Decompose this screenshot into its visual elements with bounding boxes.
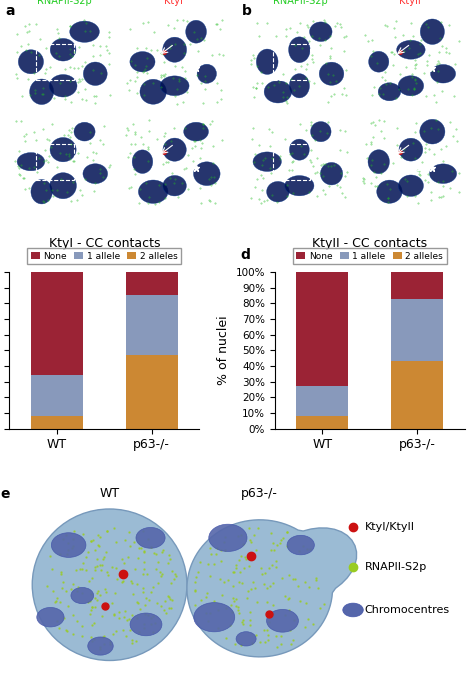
Bar xyxy=(391,361,443,429)
Ellipse shape xyxy=(138,180,168,203)
Ellipse shape xyxy=(37,608,64,627)
Text: KtyII: KtyII xyxy=(399,0,421,6)
Ellipse shape xyxy=(186,21,207,43)
Text: WT: WT xyxy=(1,56,7,67)
Ellipse shape xyxy=(136,527,165,548)
Title: KtyII - CC contacts: KtyII - CC contacts xyxy=(312,237,427,250)
Bar xyxy=(296,386,348,416)
Bar xyxy=(126,295,178,355)
Ellipse shape xyxy=(163,37,187,62)
Ellipse shape xyxy=(50,173,76,199)
Ellipse shape xyxy=(197,64,217,84)
Ellipse shape xyxy=(256,49,278,75)
Ellipse shape xyxy=(266,610,299,632)
Ellipse shape xyxy=(130,613,162,636)
Text: d: d xyxy=(241,249,251,262)
Ellipse shape xyxy=(50,138,76,162)
Ellipse shape xyxy=(31,179,52,204)
Ellipse shape xyxy=(83,164,108,184)
Ellipse shape xyxy=(399,138,423,161)
Bar xyxy=(391,299,443,361)
Ellipse shape xyxy=(310,122,331,142)
Ellipse shape xyxy=(289,37,310,62)
Ellipse shape xyxy=(290,139,310,160)
Ellipse shape xyxy=(397,40,425,59)
Text: p63-/-: p63-/- xyxy=(241,487,278,500)
Ellipse shape xyxy=(32,509,187,660)
Ellipse shape xyxy=(70,21,100,42)
Ellipse shape xyxy=(236,632,256,646)
Ellipse shape xyxy=(398,76,424,96)
Text: p63-/-: p63-/- xyxy=(237,151,243,172)
Text: RNAPII-S2p: RNAPII-S2p xyxy=(273,0,328,6)
Ellipse shape xyxy=(310,22,332,42)
Legend: None, 1 allele, 2 alleles: None, 1 allele, 2 alleles xyxy=(27,248,182,264)
Text: KtyI/KtyII: KtyI/KtyII xyxy=(365,522,414,532)
Ellipse shape xyxy=(289,74,310,98)
Legend: None, 1 allele, 2 alleles: None, 1 allele, 2 alleles xyxy=(292,248,447,264)
Ellipse shape xyxy=(369,51,389,72)
Ellipse shape xyxy=(50,38,76,61)
Ellipse shape xyxy=(163,175,186,196)
Ellipse shape xyxy=(140,79,166,104)
Bar xyxy=(31,375,83,416)
Ellipse shape xyxy=(83,62,107,86)
Ellipse shape xyxy=(398,175,423,197)
Ellipse shape xyxy=(368,150,390,173)
Ellipse shape xyxy=(74,122,95,141)
Ellipse shape xyxy=(430,64,456,83)
Bar xyxy=(126,272,178,295)
Y-axis label: % of nuclei: % of nuclei xyxy=(217,316,230,385)
Ellipse shape xyxy=(429,164,456,184)
Ellipse shape xyxy=(17,153,45,171)
Ellipse shape xyxy=(132,150,153,173)
Ellipse shape xyxy=(130,51,155,72)
Ellipse shape xyxy=(377,180,402,203)
Text: Chromocentres: Chromocentres xyxy=(365,605,449,615)
Text: p63-/-: p63-/- xyxy=(1,151,7,172)
Bar xyxy=(296,416,348,429)
Text: WT: WT xyxy=(237,56,243,67)
Ellipse shape xyxy=(285,175,314,196)
Ellipse shape xyxy=(319,62,344,86)
Ellipse shape xyxy=(264,81,292,103)
Ellipse shape xyxy=(343,603,363,616)
Ellipse shape xyxy=(320,162,343,185)
Bar xyxy=(296,272,348,386)
Ellipse shape xyxy=(420,119,445,144)
Ellipse shape xyxy=(51,533,86,558)
Ellipse shape xyxy=(88,637,113,655)
Text: RNAPII-S2p: RNAPII-S2p xyxy=(37,0,91,6)
Ellipse shape xyxy=(253,152,282,171)
Text: KtyI: KtyI xyxy=(164,0,183,6)
Ellipse shape xyxy=(193,162,220,186)
Ellipse shape xyxy=(30,79,54,105)
Bar xyxy=(391,272,443,299)
Text: a: a xyxy=(5,4,15,18)
Bar xyxy=(31,272,83,375)
Ellipse shape xyxy=(160,76,189,96)
Text: e: e xyxy=(0,487,10,501)
Title: KtyI - CC contacts: KtyI - CC contacts xyxy=(48,237,160,250)
Ellipse shape xyxy=(287,535,314,555)
Text: WT: WT xyxy=(100,487,119,500)
Ellipse shape xyxy=(163,138,186,161)
Bar xyxy=(126,355,178,429)
Ellipse shape xyxy=(18,50,44,74)
Ellipse shape xyxy=(71,588,94,603)
Bar xyxy=(31,416,83,429)
Ellipse shape xyxy=(267,182,289,202)
Text: b: b xyxy=(241,4,251,18)
Text: RNAPII-S2p: RNAPII-S2p xyxy=(365,562,427,572)
Ellipse shape xyxy=(184,123,209,141)
Ellipse shape xyxy=(378,83,401,101)
Polygon shape xyxy=(187,520,356,657)
Ellipse shape xyxy=(194,603,235,632)
Ellipse shape xyxy=(49,75,77,97)
Ellipse shape xyxy=(420,19,445,45)
Ellipse shape xyxy=(209,524,247,551)
